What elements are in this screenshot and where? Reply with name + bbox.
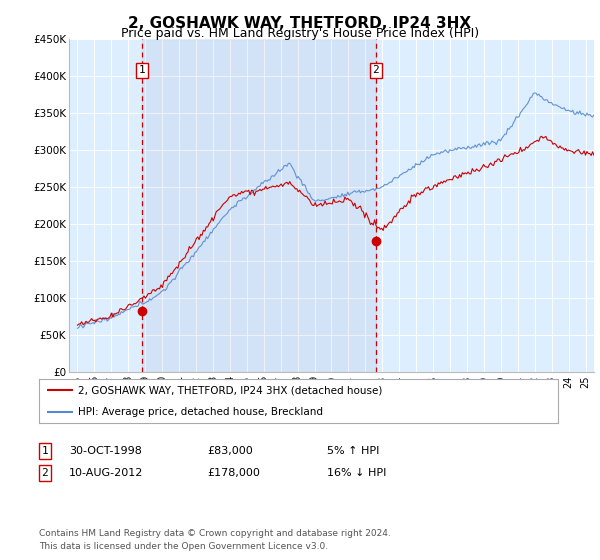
Text: 2, GOSHAWK WAY, THETFORD, IP24 3HX (detached house): 2, GOSHAWK WAY, THETFORD, IP24 3HX (deta… bbox=[78, 385, 382, 395]
Text: 2: 2 bbox=[41, 468, 49, 478]
Text: £178,000: £178,000 bbox=[207, 468, 260, 478]
Text: 2: 2 bbox=[373, 66, 379, 75]
Text: £83,000: £83,000 bbox=[207, 446, 253, 456]
Text: 10-AUG-2012: 10-AUG-2012 bbox=[69, 468, 143, 478]
Bar bbox=[142, 39, 376, 372]
Text: 16% ↓ HPI: 16% ↓ HPI bbox=[327, 468, 386, 478]
Text: 5% ↑ HPI: 5% ↑ HPI bbox=[327, 446, 379, 456]
Text: Contains HM Land Registry data © Crown copyright and database right 2024.
This d: Contains HM Land Registry data © Crown c… bbox=[39, 529, 391, 552]
Text: 1: 1 bbox=[139, 66, 146, 75]
Text: 30-OCT-1998: 30-OCT-1998 bbox=[69, 446, 142, 456]
Text: 1: 1 bbox=[41, 446, 49, 456]
Text: HPI: Average price, detached house, Breckland: HPI: Average price, detached house, Brec… bbox=[78, 407, 323, 417]
Text: 2, GOSHAWK WAY, THETFORD, IP24 3HX: 2, GOSHAWK WAY, THETFORD, IP24 3HX bbox=[128, 16, 472, 31]
Text: Price paid vs. HM Land Registry's House Price Index (HPI): Price paid vs. HM Land Registry's House … bbox=[121, 27, 479, 40]
